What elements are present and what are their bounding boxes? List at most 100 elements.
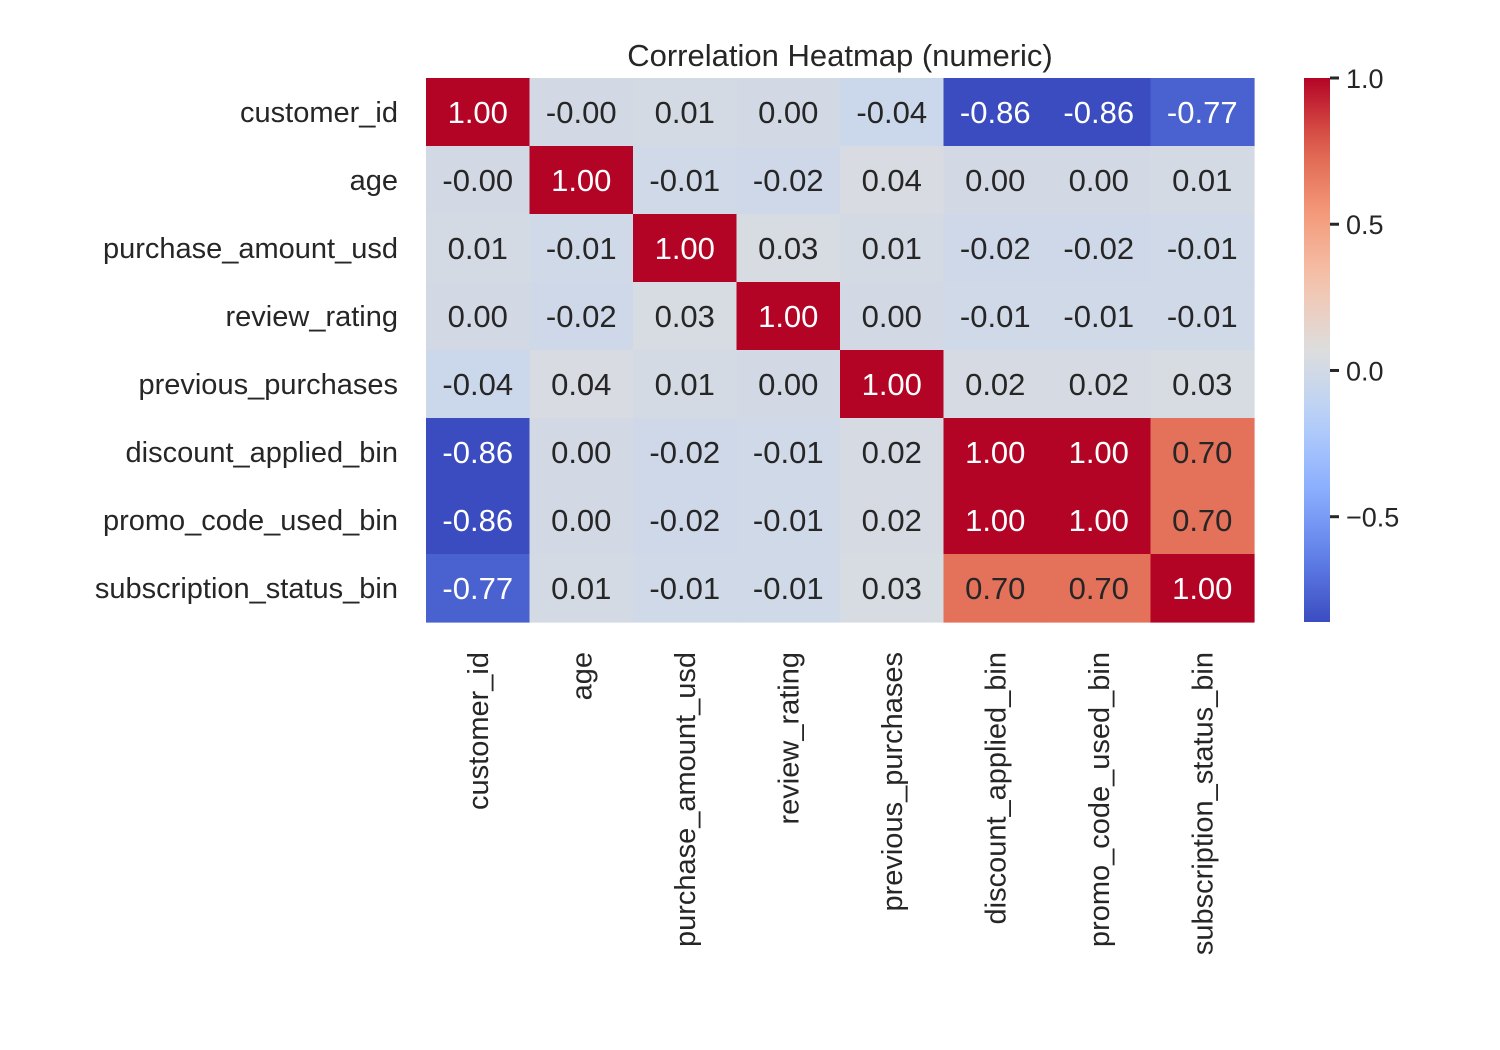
heatmap-cell-7-4 <box>840 554 945 623</box>
column-label-purchase_amount_usd: purchase_amount_usd <box>670 652 702 947</box>
heatmap-cell-7-2 <box>633 554 738 623</box>
heatmap-cell-4-6 <box>1047 350 1152 419</box>
heatmap-annotations: 1.00 -0.00 0.01 0.00 -0.04 -0.86 -0.86 -0.77 -0.… <box>442 95 1237 606</box>
heatmap-cell-4-5 <box>943 350 1048 419</box>
cell-value-label-4-4: 1.00 <box>862 367 922 402</box>
cell-value-label-4-2: 0.01 <box>655 367 715 402</box>
heatmap-cell-1-5 <box>943 146 1048 215</box>
heatmap-cell-6-7 <box>1150 486 1255 555</box>
column-label-previous_purchases: previous_purchases <box>877 652 909 912</box>
heatmap-cell-2-1 <box>529 214 634 283</box>
heatmap-cell-4-0 <box>426 350 531 419</box>
heatmap-cell-2-7 <box>1150 214 1255 283</box>
heatmap-cell-0-0 <box>426 78 531 147</box>
heatmap-cell-7-1 <box>529 554 634 623</box>
cell-value-label-1-0: -0.00 <box>442 163 513 198</box>
heatmap-cell-7-5 <box>943 554 1048 623</box>
cell-value-label-2-0: 0.01 <box>448 231 508 266</box>
heatmap-cell-3-4 <box>840 282 945 351</box>
row-label-customer_id: customer_id <box>240 97 398 129</box>
cell-value-label-1-7: 0.01 <box>1172 163 1232 198</box>
heatmap-cell-0-7 <box>1150 78 1255 147</box>
heatmap-cell-1-2 <box>633 146 738 215</box>
heatmap-cell-0-5 <box>943 78 1048 147</box>
cell-value-label-6-5: 1.00 <box>965 503 1025 538</box>
cell-value-label-0-3: 0.00 <box>758 95 818 130</box>
cell-value-label-0-4: -0.04 <box>856 95 927 130</box>
chart-title: Correlation Heatmap (numeric) <box>627 38 1053 73</box>
cell-value-label-6-1: 0.00 <box>551 503 611 538</box>
cell-value-label-2-3: 0.03 <box>758 231 818 266</box>
colorbar-gradient <box>1304 78 1330 622</box>
heatmap-cell-7-7 <box>1150 554 1255 623</box>
heatmap-cell-0-2 <box>633 78 738 147</box>
column-tick-labels: customer_id age purchase_amount_usd review_… <box>463 652 1220 955</box>
cell-value-label-1-6: 0.00 <box>1069 163 1129 198</box>
cell-value-label-0-1: -0.00 <box>546 95 617 130</box>
cell-value-label-0-7: -0.77 <box>1167 95 1238 130</box>
cell-value-label-6-7: 0.70 <box>1172 503 1232 538</box>
cell-value-label-4-5: 0.02 <box>965 367 1025 402</box>
cell-value-label-0-2: 0.01 <box>655 95 715 130</box>
heatmap-cell-3-0 <box>426 282 531 351</box>
cell-value-label-4-7: 0.03 <box>1172 367 1232 402</box>
heatmap-cell-5-5 <box>943 418 1048 487</box>
colorbar-tick-label: −0.5 <box>1346 503 1399 533</box>
cell-value-label-1-4: 0.04 <box>862 163 922 198</box>
cell-value-label-3-4: 0.00 <box>862 299 922 334</box>
cell-value-label-6-0: -0.86 <box>442 503 513 538</box>
heatmap-cell-6-2 <box>633 486 738 555</box>
heatmap-cell-1-0 <box>426 146 531 215</box>
colorbar-tick-label: 1.0 <box>1346 64 1384 94</box>
heatmap-cell-2-2 <box>633 214 738 283</box>
cell-value-label-6-3: -0.01 <box>753 503 824 538</box>
heatmap-cell-7-0 <box>426 554 531 623</box>
cell-value-label-6-6: 1.00 <box>1069 503 1129 538</box>
column-label-customer_id: customer_id <box>463 652 495 810</box>
cell-value-label-4-3: 0.00 <box>758 367 818 402</box>
row-label-subscription_status_bin: subscription_status_bin <box>95 573 398 605</box>
cell-value-label-5-6: 1.00 <box>1069 435 1129 470</box>
cell-value-label-1-2: -0.01 <box>649 163 720 198</box>
cell-value-label-2-2: 1.00 <box>655 231 715 266</box>
column-label-review_rating: review_rating <box>773 652 805 824</box>
row-label-promo_code_used_bin: promo_code_used_bin <box>103 505 398 537</box>
heatmap-cell-6-4 <box>840 486 945 555</box>
colorbar-tick-label: 0.0 <box>1346 356 1384 386</box>
cell-value-label-3-0: 0.00 <box>448 299 508 334</box>
heatmap-cell-4-4 <box>840 350 945 419</box>
column-label-age: age <box>566 652 598 700</box>
cell-value-label-6-2: -0.02 <box>649 503 720 538</box>
heatmap-cell-5-4 <box>840 418 945 487</box>
heatmap-cell-3-6 <box>1047 282 1152 351</box>
cell-value-label-7-0: -0.77 <box>442 571 513 606</box>
heatmap-cell-5-3 <box>736 418 841 487</box>
cell-value-label-5-1: 0.00 <box>551 435 611 470</box>
cell-value-label-7-5: 0.70 <box>965 571 1025 606</box>
heatmap-cell-3-7 <box>1150 282 1255 351</box>
heatmap-cell-6-0 <box>426 486 531 555</box>
row-label-age: age <box>350 165 398 197</box>
heatmap-cell-1-7 <box>1150 146 1255 215</box>
row-label-purchase_amount_usd: purchase_amount_usd <box>103 233 398 265</box>
heatmap-cell-1-4 <box>840 146 945 215</box>
heatmap-cell-3-2 <box>633 282 738 351</box>
cell-value-label-7-4: 0.03 <box>862 571 922 606</box>
cell-value-label-0-0: 1.00 <box>448 95 508 130</box>
heatmap-cell-3-3 <box>736 282 841 351</box>
heatmap-cell-0-4 <box>840 78 945 147</box>
cell-value-label-4-0: -0.04 <box>442 367 513 402</box>
heatmap-cell-3-5 <box>943 282 1048 351</box>
heatmap-cell-7-6 <box>1047 554 1152 623</box>
cell-value-label-1-3: -0.02 <box>753 163 824 198</box>
heatmap-cell-0-1 <box>529 78 634 147</box>
cell-value-label-6-4: 0.02 <box>862 503 922 538</box>
heatmap-cell-4-7 <box>1150 350 1255 419</box>
heatmap-cell-5-7 <box>1150 418 1255 487</box>
cell-value-label-3-1: -0.02 <box>546 299 617 334</box>
cell-value-label-2-4: 0.01 <box>862 231 922 266</box>
cell-value-label-5-3: -0.01 <box>753 435 824 470</box>
heatmap-cells <box>426 78 1255 623</box>
cell-value-label-7-1: 0.01 <box>551 571 611 606</box>
